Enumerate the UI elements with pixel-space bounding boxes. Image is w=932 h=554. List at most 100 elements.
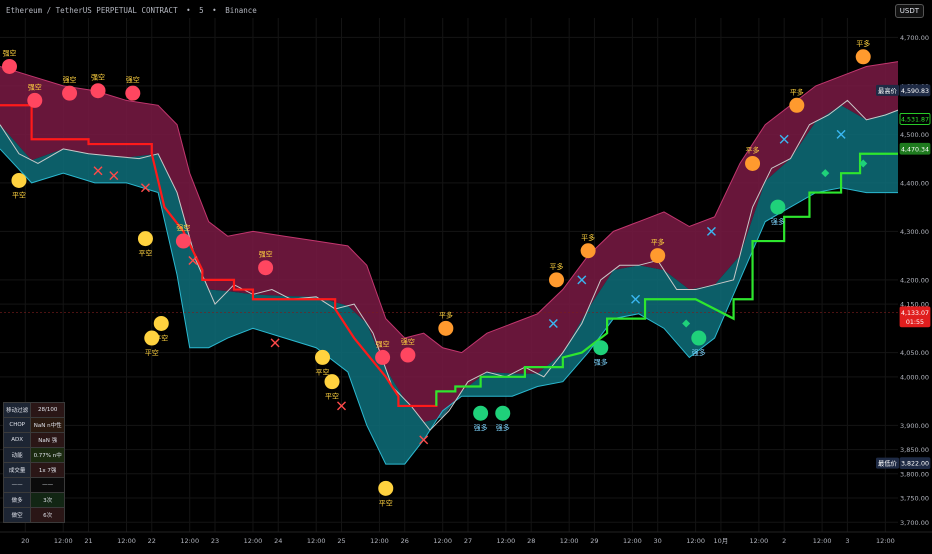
- x-tick-label: 25: [337, 537, 345, 545]
- lower-band-edge: [0, 148, 898, 465]
- x-tick-label: 28: [527, 537, 535, 545]
- x-marker: [577, 275, 587, 285]
- signal-label: 平空: [145, 348, 159, 357]
- bear-trend-line: [0, 104, 438, 408]
- signal-dot-yellow: [144, 330, 160, 346]
- x-tick-label: 12:00: [497, 537, 516, 545]
- x-tick-label: 12:00: [180, 537, 199, 545]
- signal-label: 平多: [550, 262, 564, 271]
- signal-label: 平空: [316, 367, 330, 376]
- panel-row: 成交量 1x 7强: [2, 462, 65, 478]
- panel-row: ADX NaN 强: [2, 432, 65, 448]
- signal-label: 强空: [2, 48, 16, 57]
- currency-button[interactable]: USDT: [894, 4, 924, 18]
- signal-label: 平多: [439, 310, 453, 319]
- price-label-tag-text: 最低价: [878, 459, 898, 468]
- signal-label: 平多: [581, 233, 595, 242]
- y-tick-label: 3,850.00: [900, 446, 929, 454]
- y-tick-label: 4,300.00: [900, 228, 929, 236]
- signal-dot-red: [62, 85, 78, 101]
- price-label-value: 4,470.34: [901, 146, 929, 153]
- indicator-panel: 移动过滤 28/100 CHOP NaN n中性 ADX NaN 强动能 0.77% n中成…: [2, 402, 65, 523]
- signal-label: 强空: [376, 339, 390, 348]
- price-label-value: 4,133.07: [901, 310, 929, 317]
- signal-dot-yellow: [11, 172, 27, 188]
- x-tick-label: 23: [211, 537, 219, 545]
- signal-dot-green: [593, 340, 609, 356]
- x-tick-label: 12:00: [117, 537, 136, 545]
- signal-label: 强空: [28, 82, 42, 91]
- y-tick-label: 3,750.00: [900, 495, 929, 503]
- x-marker: [109, 171, 119, 181]
- panel-key: 做多: [2, 492, 32, 508]
- price-label-box: [899, 142, 931, 155]
- signal-label: 平空: [325, 392, 339, 401]
- symbol-name[interactable]: Ethereum / TetherUS PERPETUAL CONTRACT: [6, 6, 178, 15]
- price-line: [0, 99, 899, 431]
- x-marker: [188, 255, 198, 265]
- signal-label: 强空: [259, 250, 273, 259]
- y-tick-label: 4,400.00: [900, 179, 929, 187]
- signal-dot-orange: [549, 272, 565, 288]
- signal-dot-red: [125, 85, 141, 101]
- diamond-marker: [821, 169, 830, 178]
- signal-dot-orange: [438, 320, 454, 336]
- x-marker: [548, 318, 558, 328]
- signal-dot-green: [495, 405, 511, 421]
- y-tick-label: 4,700.00: [900, 34, 929, 42]
- price-label-tag-text: 最高价: [878, 86, 898, 95]
- y-tick-label: 4,000.00: [900, 373, 929, 381]
- panel-key: CHOP: [2, 417, 32, 433]
- price-label-box: [899, 84, 931, 97]
- x-tick-label: 12:00: [623, 537, 642, 545]
- signal-dot-orange: [650, 248, 666, 264]
- y-tick-label: 4,150.00: [900, 301, 929, 309]
- price-label-value: 3,822.00: [901, 461, 929, 468]
- x-marker: [336, 401, 346, 411]
- signal-label: 强空: [63, 75, 77, 84]
- x-marker: [706, 226, 716, 236]
- panel-key: 动能: [2, 447, 32, 463]
- x-tick-label: 2: [782, 537, 786, 545]
- signal-dot-yellow: [137, 231, 153, 247]
- signal-label: 强空: [126, 75, 140, 84]
- header-separator: •: [186, 6, 191, 15]
- x-tick-label: 12:00: [370, 537, 389, 545]
- panel-row: —— ——: [2, 477, 65, 493]
- x-tick-label: 12:00: [560, 537, 579, 545]
- header-separator: •: [212, 6, 217, 15]
- signal-label: 强多: [771, 217, 785, 226]
- x-tick-label: 12:00: [876, 537, 895, 545]
- x-tick-label: 20: [21, 537, 29, 545]
- diamond-marker: [859, 159, 868, 168]
- signal-dot-red: [258, 260, 274, 276]
- panel-row: CHOP NaN n中性: [2, 417, 65, 433]
- x-tick-label: 21: [84, 537, 92, 545]
- x-tick-label: 30: [654, 537, 662, 545]
- signal-label: 强空: [401, 337, 415, 346]
- price-label-box: [899, 457, 931, 470]
- signal-dot-yellow: [378, 480, 394, 496]
- y-tick-label: 4,500.00: [900, 131, 929, 139]
- panel-value: 28/100: [30, 402, 65, 418]
- panel-key: 移动过滤: [2, 402, 32, 418]
- x-tick-label: 3: [845, 537, 849, 545]
- signal-dot-green: [770, 199, 786, 215]
- panel-key: ——: [2, 477, 32, 493]
- panel-value: 1x 7强: [30, 462, 65, 478]
- signal-label: 平空: [379, 498, 393, 507]
- panel-value: 6次: [30, 507, 65, 523]
- interval-label[interactable]: 5: [199, 6, 204, 15]
- signal-dot-red: [400, 347, 416, 363]
- x-marker: [270, 338, 280, 348]
- price-label-box: [899, 306, 931, 328]
- signal-dot-green: [473, 405, 489, 421]
- x-marker: [779, 134, 789, 144]
- x-marker: [631, 294, 641, 304]
- signal-dot-red: [1, 58, 17, 74]
- exchange-label: Binance: [225, 6, 257, 15]
- price-label-value: 4,590.83: [901, 88, 929, 95]
- upper-band: [0, 61, 898, 423]
